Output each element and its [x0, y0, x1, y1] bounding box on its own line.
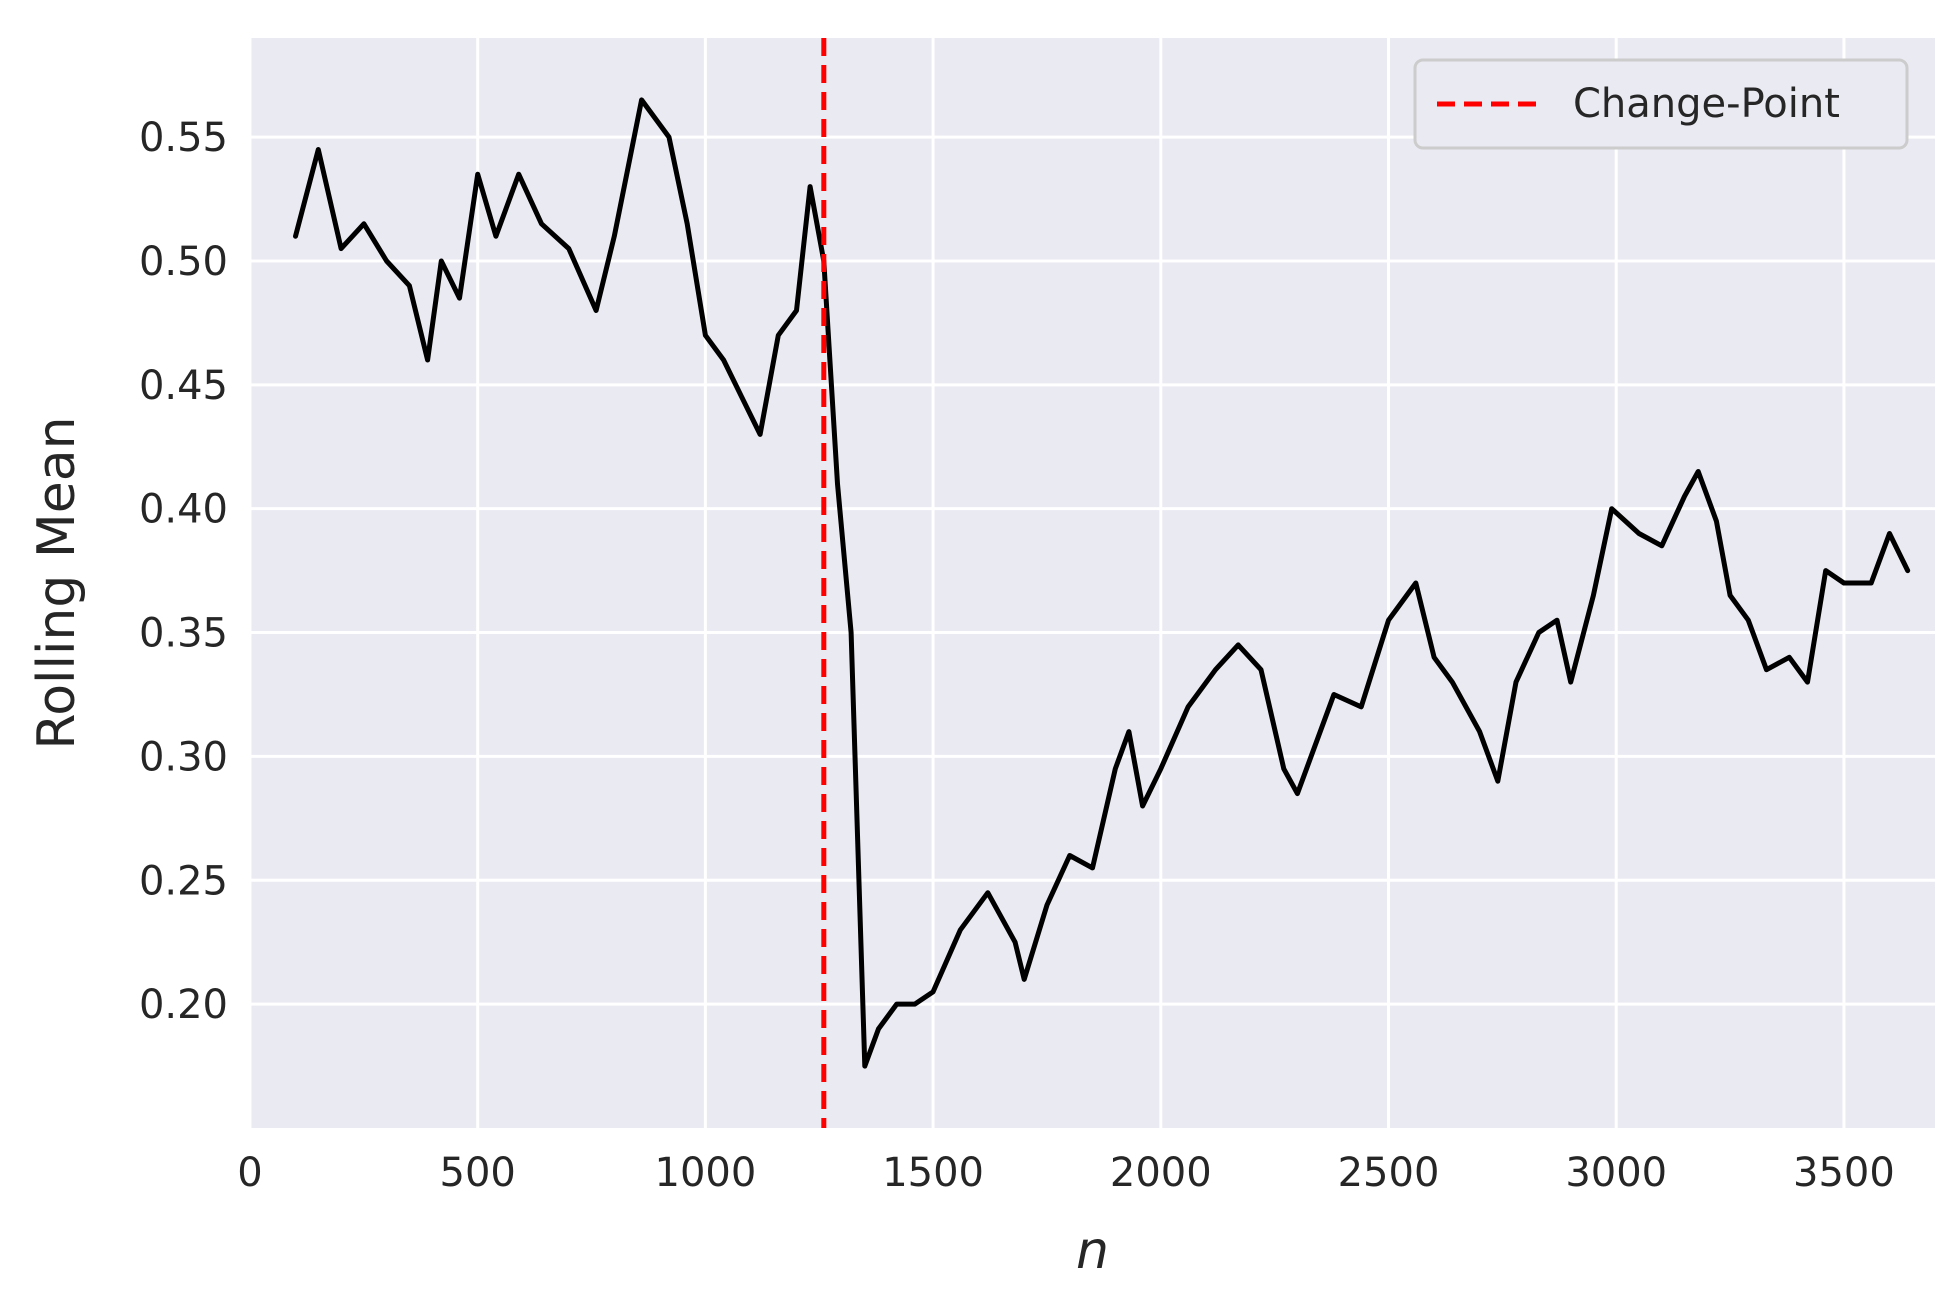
y-tick-label: 0.55: [139, 115, 228, 161]
x-tick-label: 2500: [1338, 1150, 1440, 1196]
y-tick-label: 0.25: [139, 858, 228, 904]
series-layer: [293, 97, 1911, 1069]
rolling-mean-series-line: [293, 97, 1911, 1069]
y-tick-label: 0.30: [139, 734, 228, 780]
y-tick-label: 0.50: [139, 239, 228, 285]
x-tick-label: 500: [440, 1150, 516, 1196]
y-tick-label: 0.35: [139, 611, 228, 657]
x-tick-label: 1000: [655, 1150, 757, 1196]
y-tick-label: 0.40: [139, 487, 228, 533]
x-axis-ticks: 0 500 1000 1500 2000 2500 3000 3500: [237, 1150, 1895, 1196]
y-axis-label: Rolling Mean: [27, 416, 87, 749]
legend-box: [1413, 58, 1909, 150]
plot-area: [250, 38, 1935, 1128]
x-tick-label: 2000: [1110, 1150, 1212, 1196]
x-tick-label: 3000: [1565, 1150, 1667, 1196]
x-axis-label: n: [1076, 1221, 1109, 1281]
y-axis-ticks: 0.20 0.25 0.30 0.35 0.40 0.45 0.50 0.55: [139, 115, 228, 1028]
x-tick-label: 1500: [882, 1150, 984, 1196]
legend: Change-Point: [1413, 58, 1909, 150]
y-tick-label: 0.20: [139, 982, 228, 1028]
grid-lines: [248, 38, 1935, 1128]
y-tick-label: 0.45: [139, 363, 228, 409]
legend-change-point-label: Change-Point: [1573, 81, 1840, 127]
x-tick-label: 0: [237, 1150, 262, 1196]
x-tick-label: 3500: [1793, 1150, 1895, 1196]
